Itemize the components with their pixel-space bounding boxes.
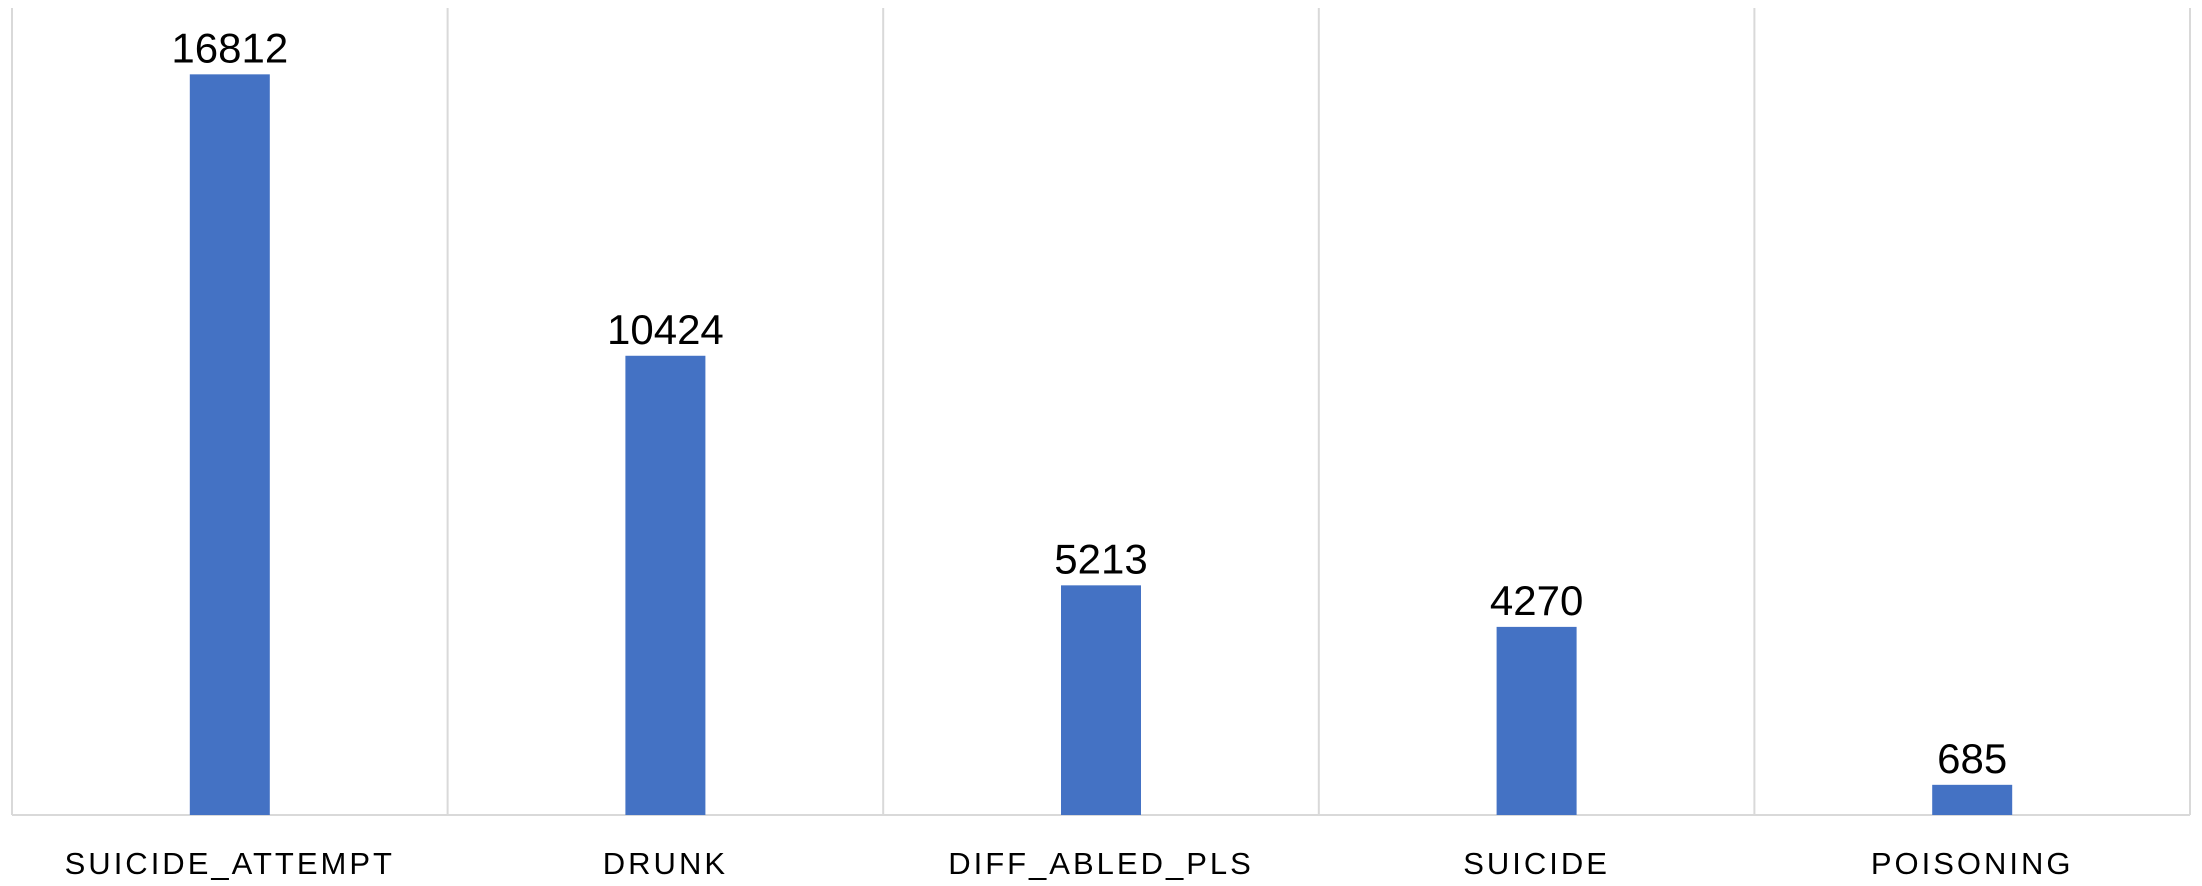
bar-drunk [625,355,706,815]
bar-layer [189,74,2013,815]
bar-poisoning [1932,784,2013,815]
data-label-3: 4270 [1490,577,1583,624]
bar-suicide-attempt [189,74,270,815]
category-label-4: POISONING [1871,846,2074,881]
bar-suicide [1496,626,1577,815]
label-layer: 16812 SUICIDE_ATTEMPT 10424 DRUNK 5213 DIFF_A… [65,24,2074,881]
data-label-1: 10424 [607,306,724,353]
category-label-0: SUICIDE_ATTEMPT [65,846,395,881]
category-label-3: SUICIDE [1463,846,1610,881]
data-label-4: 685 [1937,735,2007,782]
data-label-2: 5213 [1054,535,1147,582]
data-label-0: 16812 [171,24,288,71]
category-label-2: DIFF_ABLED_PLS [948,846,1254,881]
bar-diff-abled-pls [1061,585,1141,815]
category-label-1: DRUNK [603,846,728,881]
